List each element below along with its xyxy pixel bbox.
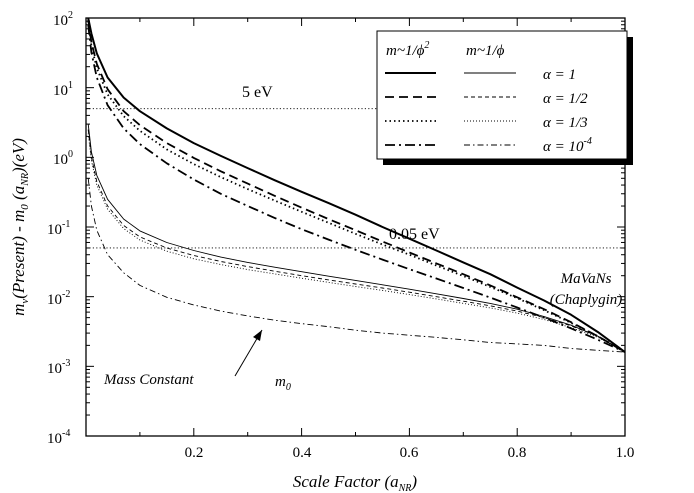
y-tick-labels: 10-4 10-3 10-2 10-1 100 101 102 <box>47 10 73 447</box>
series-line-phi2-alpha-1 <box>87 18 625 353</box>
y-tick-label: 10-2 <box>47 289 70 308</box>
legend: m~1/ϕ2 m~1/ϕ α = 1 α = 1/2 α = 1/3 α = 1… <box>376 30 633 165</box>
y-tick-label: 10-1 <box>47 219 70 238</box>
m0-label: m0 <box>275 374 291 393</box>
x-tick-label: 0.4 <box>293 445 312 461</box>
x-axis-label: Scale Factor (aNR) <box>293 472 418 493</box>
legend-box <box>376 30 628 160</box>
legend-header-phi-squared: m~1/ϕ2 <box>386 40 429 59</box>
series-line-phi2-alpha-10e-4 <box>87 24 625 353</box>
x-tick-labels: 0.2 0.4 0.6 0.8 1.0 <box>185 445 635 461</box>
legend-label-alpha-1: α = 1 <box>543 67 576 83</box>
arrow-head-icon <box>253 330 262 341</box>
legend-samples <box>385 72 516 146</box>
legend-header-phi: m~1/ϕ <box>466 43 505 59</box>
series-line-phi-alpha-10e-4 <box>87 178 625 353</box>
legend-label-alpha-1/2: α = 1/2 <box>543 91 588 107</box>
axis-ticks <box>86 17 626 437</box>
legend-label-alpha-1e-4: α = 10-4 <box>543 136 592 155</box>
reference-label-5ev: 5 eV <box>242 84 273 101</box>
mavans-label: MaVaNs <box>560 271 612 287</box>
x-tick-label: 0.6 <box>400 445 419 461</box>
y-tick-label: 10-4 <box>47 428 70 447</box>
y-tick-label: 101 <box>53 80 73 99</box>
x-tick-label: 1.0 <box>616 445 635 461</box>
reference-label-0.05ev: 0.05 eV <box>389 226 440 243</box>
y-tick-label: 10-3 <box>47 358 70 377</box>
y-tick-label: 102 <box>53 10 73 29</box>
series-line-phi-alpha-1 <box>87 124 625 353</box>
legend-label-alpha-1/3: α = 1/3 <box>543 115 588 131</box>
series-line-phi-alpha-1-3 <box>87 133 625 353</box>
y-axis-label: mν(Present) - m0 (aNR)(eV) <box>9 138 31 316</box>
series-line-phi-alpha-1-2 <box>87 129 625 353</box>
x-tick-label: 0.8 <box>508 445 527 461</box>
chaplygin-label: (Chaplygin) <box>550 292 623 308</box>
mass-constant-label: Mass Constant <box>103 372 194 388</box>
series-lines <box>87 18 625 353</box>
x-tick-label: 0.2 <box>185 445 204 461</box>
y-tick-label: 100 <box>53 149 73 168</box>
